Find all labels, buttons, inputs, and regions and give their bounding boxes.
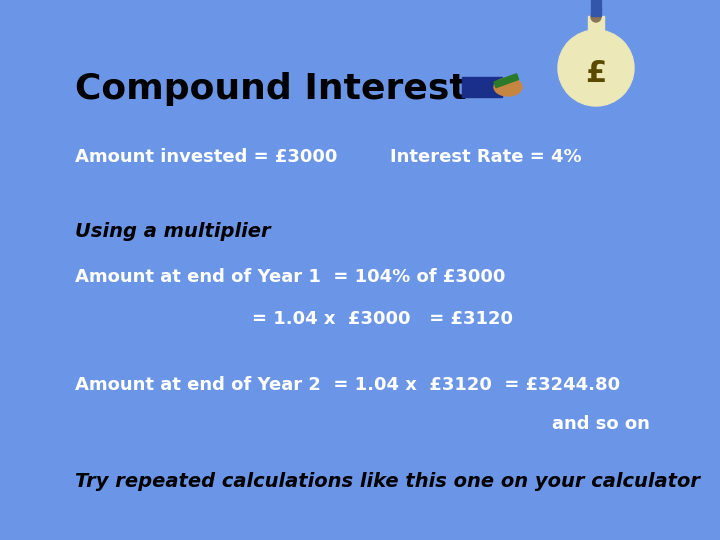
Text: = 1.04 x  £3000   = £3120: = 1.04 x £3000 = £3120 <box>252 310 513 328</box>
Text: Compound Interest: Compound Interest <box>75 72 467 106</box>
Bar <box>588 16 604 31</box>
Bar <box>462 77 502 97</box>
Text: Amount at end of Year 1  = 104% of £3000: Amount at end of Year 1 = 104% of £3000 <box>75 268 505 286</box>
Text: Interest Rate = 4%: Interest Rate = 4% <box>390 148 582 166</box>
Bar <box>494 74 518 87</box>
Circle shape <box>591 12 601 22</box>
Text: Using a multiplier: Using a multiplier <box>75 222 271 241</box>
Ellipse shape <box>494 78 522 96</box>
Text: and so on: and so on <box>552 415 650 433</box>
Bar <box>591 0 601 16</box>
Text: Amount invested = £3000: Amount invested = £3000 <box>75 148 338 166</box>
Circle shape <box>558 30 634 106</box>
Text: £: £ <box>585 58 607 87</box>
Text: Try repeated calculations like this one on your calculator: Try repeated calculations like this one … <box>75 472 700 491</box>
Text: Amount at end of Year 2  = 1.04 x  £3120  = £3244.80: Amount at end of Year 2 = 1.04 x £3120 =… <box>75 376 620 394</box>
